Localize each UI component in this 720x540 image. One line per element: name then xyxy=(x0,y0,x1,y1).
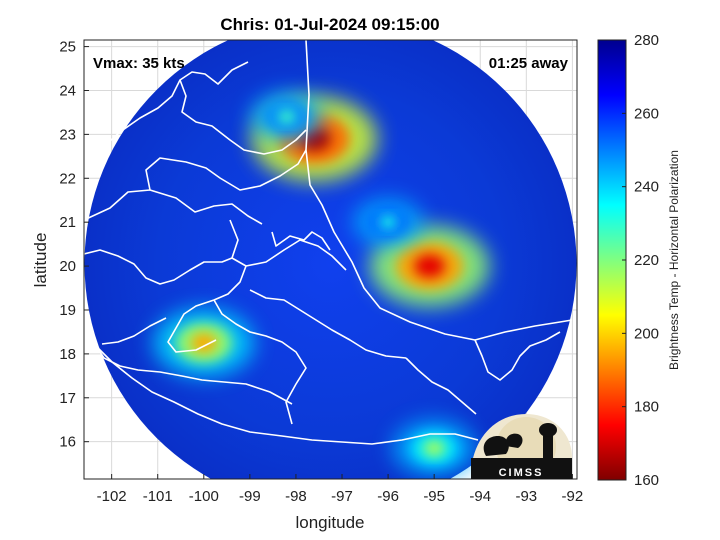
feature-core xyxy=(414,254,445,278)
y-tick-label: 16 xyxy=(59,434,76,451)
state-border-9 xyxy=(474,331,561,381)
y-tick-label: 19 xyxy=(59,302,76,319)
x-tick-label: -101 xyxy=(143,488,173,505)
y-tick-label: 22 xyxy=(59,170,76,187)
state-border-4 xyxy=(229,219,347,271)
x-tick-label: -99 xyxy=(239,488,261,505)
state-border-7 xyxy=(249,289,407,359)
vmax-annotation: Vmax: 35 kts xyxy=(93,55,185,72)
state-border-12 xyxy=(271,231,331,251)
plot-frame xyxy=(83,39,578,480)
colorbar-tick-label: 220 xyxy=(634,252,659,269)
x-tick-label: -95 xyxy=(423,488,445,505)
colorbar: 160 180 200 220 240 260 280 Brightness Temp - … xyxy=(597,32,681,489)
y-tick-label: 18 xyxy=(59,346,76,363)
convection-features xyxy=(153,91,490,477)
colorbar-scale xyxy=(597,39,627,481)
y-axis-title: latitude xyxy=(31,233,50,288)
feature-core xyxy=(423,440,445,457)
colorbar-tick-label: 160 xyxy=(634,472,659,489)
logo-ground xyxy=(471,458,572,479)
x-tick-label: -96 xyxy=(377,488,399,505)
state-border-8 xyxy=(405,357,477,415)
y-tick-label: 20 xyxy=(59,258,76,275)
feature-core xyxy=(379,215,398,229)
state-border-11 xyxy=(101,317,167,345)
feature-core xyxy=(190,333,217,353)
logo-tower-icon xyxy=(543,434,553,458)
colorbar-tick-label: 260 xyxy=(634,105,659,122)
x-tick-label: -100 xyxy=(189,488,219,505)
cimss-logo: CIMSS xyxy=(471,414,572,479)
logo-dish-icon xyxy=(483,436,509,456)
state-border-5 xyxy=(167,265,247,353)
y-tick-label: 24 xyxy=(59,82,76,99)
state-border-10 xyxy=(84,249,233,285)
y-tick-label: 23 xyxy=(59,126,76,143)
border-outline xyxy=(84,61,249,161)
logo-tower-top-icon xyxy=(539,423,557,437)
colorbar-label: Brightness Temp - Horizontal Polarizatio… xyxy=(667,150,681,370)
x-axis-title: longitude xyxy=(295,513,364,532)
x-tick-label: -93 xyxy=(515,488,537,505)
coastline-south xyxy=(95,345,479,445)
coastlines-and-borders xyxy=(84,40,573,445)
logo-text: CIMSS xyxy=(499,467,544,479)
y-tick-label: 21 xyxy=(59,214,76,231)
y-tick-label: 25 xyxy=(59,39,76,56)
x-tick-label: -102 xyxy=(97,488,127,505)
plot-area: -102 -101 -100 -99 -98 -97 -96 -95 -94 -93 -92 161… xyxy=(59,39,584,505)
x-tick-label: -94 xyxy=(469,488,491,505)
x-tick-label: -98 xyxy=(285,488,307,505)
colorbar-tick-label: 200 xyxy=(634,325,659,342)
y-tick-label: 17 xyxy=(59,390,76,407)
y-axis-ticks: 16 17 18 19 20 21 22 23 24 25 xyxy=(59,39,89,451)
state-border-3 xyxy=(179,79,307,155)
state-border-1 xyxy=(84,189,263,225)
state-border-13 xyxy=(95,345,293,405)
colorbar-tick-label: 280 xyxy=(634,32,659,49)
x-axis-ticks: -102 -101 -100 -99 -98 -97 -96 -95 -94 -93 -92 xyxy=(97,474,584,505)
state-border-2 xyxy=(145,149,307,191)
coastline-east xyxy=(305,40,573,341)
colorbar-tick-label: 180 xyxy=(634,399,659,416)
logo-dish-small-icon xyxy=(505,433,523,448)
colorbar-tick-label: 240 xyxy=(634,179,659,196)
feature-core xyxy=(277,109,297,124)
time-away-annotation: 01:25 away xyxy=(489,55,569,72)
colorbar-ticks: 160 180 200 220 240 260 280 xyxy=(622,32,659,489)
x-tick-label: -97 xyxy=(331,488,353,505)
x-tick-label: -92 xyxy=(562,488,584,505)
state-border-6 xyxy=(213,299,307,425)
chart-title: Chris: 01-Jul-2024 09:15:00 xyxy=(220,15,439,34)
